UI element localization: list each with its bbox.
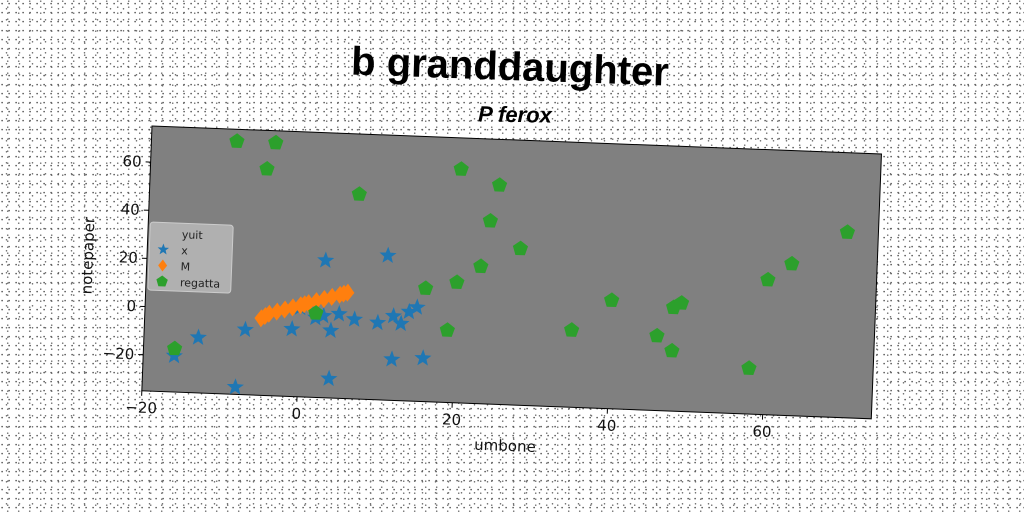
legend-label-x: x <box>181 244 188 257</box>
regatta-point <box>512 240 529 256</box>
regatta-point <box>564 322 580 337</box>
y-tick-label: 20 <box>118 248 138 267</box>
data-marks <box>165 133 856 395</box>
x-point <box>384 307 403 324</box>
x-point <box>414 349 432 366</box>
regatta-point <box>741 360 757 375</box>
x-point <box>322 321 340 339</box>
regatta-point <box>649 327 665 343</box>
legend-label-regatta: regatta <box>180 276 221 291</box>
y-tick-label: 40 <box>120 200 140 219</box>
x-point <box>330 305 348 322</box>
legend-label-yuit: yuit <box>182 228 204 242</box>
regatta-point <box>604 292 620 308</box>
regatta-point <box>268 134 284 150</box>
regatta-point <box>229 133 245 148</box>
M-point <box>258 306 272 325</box>
x-point <box>379 246 397 264</box>
chart-title: b granddaughter <box>350 39 669 94</box>
x-tick-label: −20 <box>125 398 157 417</box>
regatta-point <box>439 322 455 337</box>
regatta-point <box>673 295 690 310</box>
regatta-point <box>473 258 489 274</box>
M-point <box>297 295 312 314</box>
y-tick-label: −20 <box>102 344 134 363</box>
regatta-point <box>351 186 367 201</box>
y-axis-label: notepaper <box>77 216 98 295</box>
x-tick-label: 40 <box>597 416 617 435</box>
x-tick-label: 20 <box>442 410 462 429</box>
y-tick-label: 60 <box>122 152 142 171</box>
regatta-point <box>491 177 508 192</box>
legend-marker-M <box>158 259 168 272</box>
regatta-point <box>664 342 680 358</box>
regatta-point <box>259 160 275 176</box>
x-point <box>400 302 418 320</box>
regatta-point <box>839 224 856 239</box>
x-point <box>408 298 426 315</box>
legend-label-M: M <box>180 260 190 273</box>
x-point <box>226 378 244 395</box>
regatta-point <box>482 212 498 228</box>
x-point <box>345 310 364 327</box>
regatta-point <box>167 340 183 356</box>
x-point <box>189 328 207 346</box>
x-point <box>320 369 338 387</box>
x-tick-label: 60 <box>752 422 772 441</box>
axis-ticks: −20 0 20 40 60 −20 0 20 40 60 <box>102 152 772 441</box>
regatta-point <box>760 271 776 287</box>
plot-area: −20 0 20 40 60 −20 0 20 40 60 umbone notepaper yu… <box>77 125 882 456</box>
regatta-point <box>308 305 324 320</box>
x-point <box>317 251 335 268</box>
legend-marker-x <box>157 243 170 255</box>
x-tick-label: 0 <box>291 405 301 423</box>
x-point <box>369 313 387 331</box>
y-tick-label: 0 <box>126 297 136 315</box>
x-point <box>392 314 410 332</box>
regatta-point <box>784 255 800 271</box>
legend-marker-regatta <box>156 275 168 287</box>
x-point <box>165 346 183 364</box>
legend-box <box>147 221 234 294</box>
regatta-point <box>453 161 469 176</box>
x-axis-label: umbone <box>474 436 536 456</box>
x-point <box>236 320 254 338</box>
M-point <box>336 284 351 303</box>
regatta-point <box>449 274 465 289</box>
chart-subtitle: P ferox <box>478 101 553 127</box>
regatta-point <box>418 280 434 295</box>
x-point <box>283 320 301 337</box>
x-point <box>383 350 401 367</box>
plot-background <box>141 125 882 420</box>
